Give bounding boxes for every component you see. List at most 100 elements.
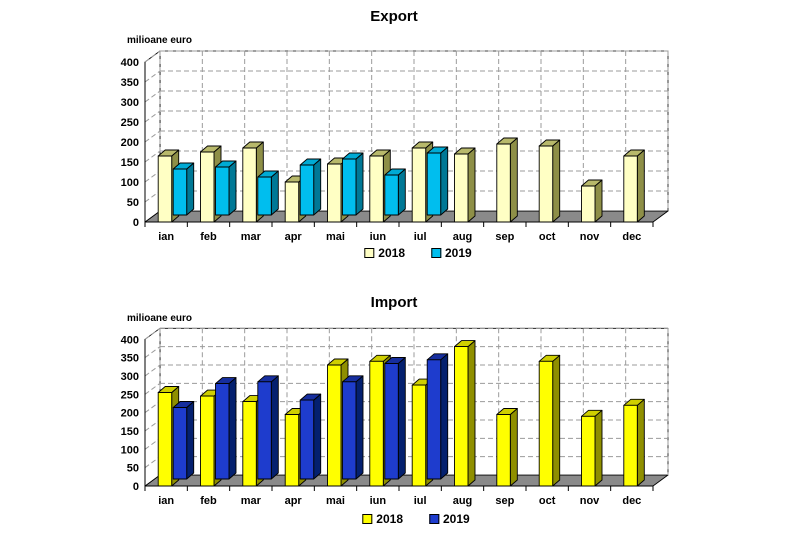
export-legend-label-2018: 2018 [378, 246, 405, 260]
export-bar-2018-oct [538, 139, 561, 223]
export-bar-2019-feb-side [228, 160, 237, 216]
export-month-label-apr: apr [285, 231, 303, 243]
export-legend-item-2019: 2019 [431, 246, 472, 260]
import-bar-2018-dec [623, 398, 645, 487]
export-gridline-wall-350 [144, 70, 161, 83]
import-bar-2018-oct-front [538, 360, 554, 487]
export-legend-swatch-2018 [364, 248, 375, 258]
import-bar-2019-apr-front [299, 399, 315, 480]
export-legend-swatch-2019 [431, 248, 441, 258]
import-legend-label-2019: 2019 [443, 512, 470, 526]
export-bar-2019-mar-front [257, 176, 272, 216]
export-month-label-ian: ian [158, 231, 174, 243]
export-bar-2019-iul [426, 146, 449, 216]
export-legend-label-2019: 2019 [445, 246, 472, 260]
export-month-label-nov: nov [580, 231, 600, 243]
import-legend: 2018 2019 [362, 512, 470, 526]
import-bar-2018-apr-front [284, 414, 300, 487]
export-month-label-oct: oct [539, 231, 556, 243]
export-bar-2019-apr [299, 158, 322, 216]
export-bar-2019-apr-front [299, 164, 315, 216]
export-month-label-dec: dec [622, 231, 641, 243]
export-gridline-wall-250 [144, 110, 161, 123]
import-ytick-label-300: 300 [121, 371, 139, 383]
export-bar-2018-dec-front [623, 155, 638, 223]
export-chart-title: Export [370, 8, 418, 25]
import-month-label-ian: ian [158, 495, 174, 507]
export-month-label-iun: iun [370, 231, 387, 243]
import-bar-2019-mar [257, 375, 279, 480]
import-bar-2018-dec-front [623, 404, 638, 487]
import-month-label-oct: oct [539, 495, 556, 507]
import-bar-2018-aug [454, 340, 476, 487]
import-legend-label-2018: 2018 [376, 512, 403, 526]
export-bar-2018-ian-front [157, 155, 173, 223]
import-gridline-wall-250 [144, 382, 161, 395]
export-bar-2018-nov-front [581, 185, 596, 223]
import-legend-swatch-2019 [429, 514, 439, 524]
export-bar-2019-iun-side [397, 168, 406, 216]
import-bar-2018-feb-front [200, 395, 215, 487]
export-bar-2018-oct-side [552, 139, 561, 223]
import-bar-2019-iul-front [426, 359, 442, 480]
export-bar-2018-dec [623, 149, 645, 223]
export-bar-2019-mai-front [342, 158, 357, 216]
export-bar-2018-feb-front [200, 151, 215, 223]
export-ytick-label-100: 100 [121, 177, 139, 189]
import-legend-item-2018: 2018 [362, 512, 403, 526]
export-bar-2018-dec-side [636, 149, 645, 223]
import-month-label-apr: apr [285, 495, 303, 507]
import-bar-2018-sep-front [496, 414, 511, 487]
export-ytick-label-50: 50 [127, 197, 139, 209]
import-ytick-label-350: 350 [121, 353, 139, 365]
import-month-label-dec: dec [622, 495, 641, 507]
export-month-label-feb: feb [200, 231, 217, 243]
import-bar-2018-mai-front [327, 364, 342, 487]
import-bar-2019-mai-side [355, 375, 364, 480]
import-bar-2019-iul-side [440, 353, 449, 480]
export-chart-plot: 0 50 100 150 200 250 300 350 400 ian feb mar apr mai i… [121, 50, 669, 243]
export-month-label-sep: sep [495, 231, 514, 243]
export-ytick-label-400: 400 [121, 57, 139, 69]
import-ytick-label-100: 100 [121, 444, 139, 456]
import-month-label-iun: iun [370, 495, 387, 507]
export-bar-2019-iul-side [440, 146, 449, 216]
import-month-label-nov: nov [580, 495, 600, 507]
import-bar-2019-mar-front [257, 381, 272, 480]
export-bar-2019-ian-side [186, 162, 195, 216]
import-bar-2019-apr-side [313, 393, 322, 480]
import-month-label-iul: iul [414, 495, 427, 507]
import-axis-unit-label: milioane euro [127, 313, 193, 324]
import-bar-2019-mai-front [342, 381, 357, 480]
import-legend-item-2019: 2019 [429, 512, 470, 526]
import-chart-title: Import [370, 294, 418, 311]
import-bar-2018-oct [538, 354, 561, 487]
export-bar-2018-sep-front [496, 143, 511, 223]
import-ytick-label-150: 150 [121, 426, 139, 438]
import-month-label-mai: mai [326, 495, 345, 507]
import-bar-2018-sep-side [509, 408, 518, 487]
export-bar-2019-ian-front [172, 168, 188, 216]
import-bar-2019-iun-side [397, 357, 406, 480]
import-ytick-label-50: 50 [127, 463, 139, 475]
import-bar-2019-iul [426, 353, 449, 480]
import-bar-2018-iul-front [411, 384, 427, 487]
import-bar-2018-nov-side [594, 409, 603, 487]
import-bar-2019-feb [215, 377, 237, 480]
import-bar-2018-aug-front [454, 346, 469, 487]
import-gridline-wall-150 [144, 419, 161, 432]
import-gridline-wall-350 [144, 346, 161, 359]
import-month-label-mar: mar [241, 495, 262, 507]
export-bar-2018-iul-front [411, 147, 427, 223]
export-bar-2019-mar [257, 170, 279, 216]
export-bar-2018-oct-front [538, 145, 554, 223]
export-month-label-iul: iul [414, 231, 427, 243]
export-bar-2018-mai-front [327, 163, 342, 223]
export-gridline-wall-200 [144, 130, 161, 143]
import-bar-2019-apr [299, 393, 322, 480]
export-bar-2019-feb [215, 160, 237, 216]
import-bar-2018-sep [496, 408, 518, 487]
export-gridline-wall-150 [144, 150, 161, 163]
import-bar-2019-ian-side [186, 401, 195, 480]
export-bar-2019-iun-front [384, 174, 399, 216]
